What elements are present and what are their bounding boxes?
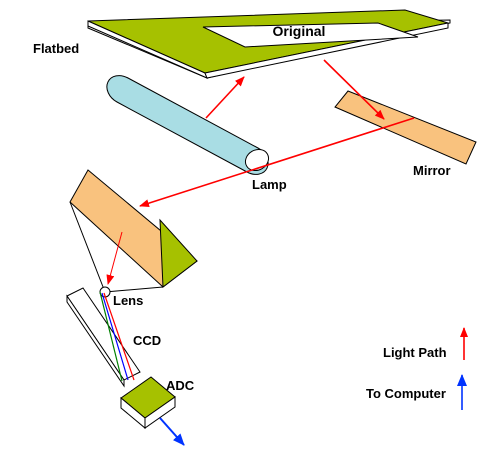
lens-label: Lens bbox=[113, 293, 143, 308]
light-path bbox=[106, 59, 415, 285]
legend-to-computer-label: To Computer bbox=[366, 386, 446, 401]
lamp bbox=[106, 75, 270, 175]
ccd-blue-line bbox=[101, 292, 129, 381]
ccd bbox=[66, 287, 141, 388]
prism-mirror bbox=[69, 169, 198, 288]
to-computer-arrow bbox=[159, 417, 185, 446]
light-path-arrow-mirror-to-prism bbox=[139, 117, 415, 208]
legend: Light Path To Computer bbox=[366, 327, 468, 410]
lamp-label: Lamp bbox=[252, 177, 287, 192]
mirror-label: Mirror bbox=[413, 163, 451, 178]
flatbed bbox=[87, 9, 451, 79]
ccd-green-line bbox=[99, 291, 123, 382]
original-document bbox=[202, 22, 419, 48]
light-path-arrow-prism-to-lens bbox=[106, 231, 123, 285]
flatbed-label: Flatbed bbox=[33, 41, 79, 56]
original-label: Original bbox=[273, 23, 326, 39]
ccd-red-line bbox=[103, 292, 135, 381]
ccd-label: CCD bbox=[133, 333, 161, 348]
focus-cone bbox=[69, 201, 164, 293]
mirror bbox=[334, 90, 477, 165]
legend-light-path-label: Light Path bbox=[383, 345, 447, 360]
lamp-end bbox=[244, 148, 270, 172]
adc-chip bbox=[120, 376, 176, 430]
light-path-arrow-lamp-to-original bbox=[205, 76, 245, 119]
light-path-arrow-original-to-mirror bbox=[323, 59, 385, 120]
adc-label: ADC bbox=[166, 378, 195, 393]
